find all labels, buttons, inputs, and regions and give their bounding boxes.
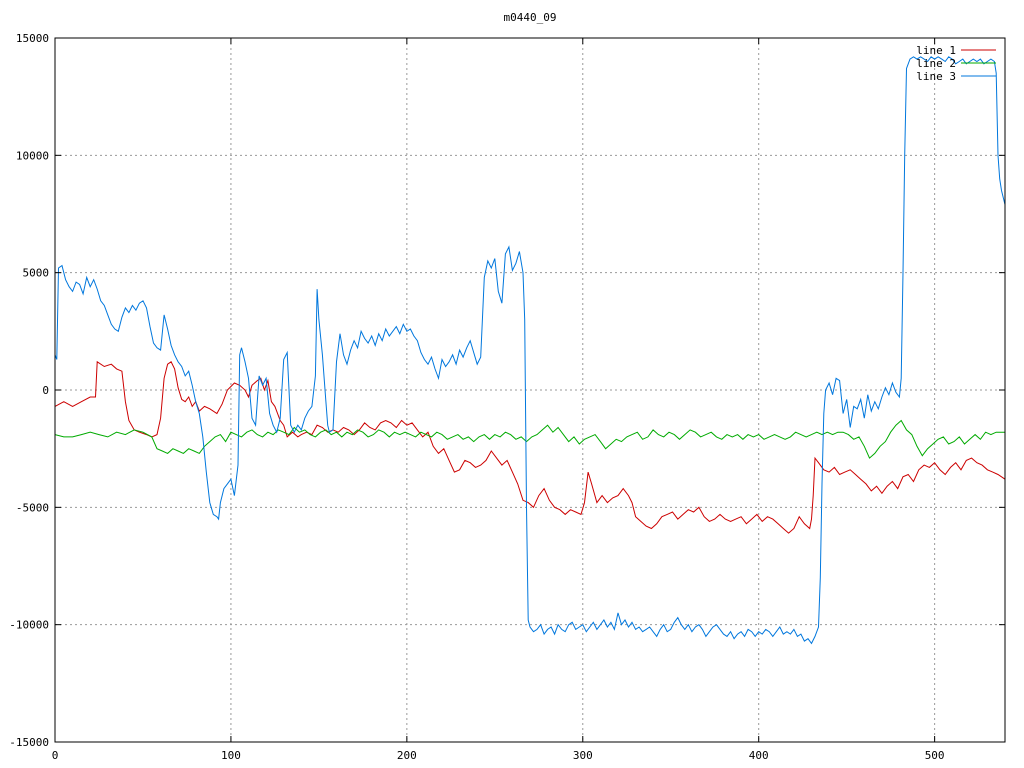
series-lines [54, 56, 1006, 645]
x-tick-label: 200 [397, 749, 417, 762]
y-tick-label: 15000 [16, 32, 49, 45]
series-line-1 [54, 360, 1006, 534]
chart-title: m0440_09 [504, 11, 557, 24]
y-tick-label: -5000 [16, 501, 49, 514]
series-line-2 [54, 419, 1005, 459]
y-tick-label: 5000 [23, 267, 50, 280]
y-tick-label: 0 [42, 384, 49, 397]
x-tick-label: 100 [221, 749, 241, 762]
grid-lines [55, 38, 1005, 742]
x-tick-label: 400 [749, 749, 769, 762]
y-tick-label: -15000 [9, 736, 49, 749]
x-tick-label: 500 [925, 749, 945, 762]
x-tick-label: 300 [573, 749, 593, 762]
y-tick-label: 10000 [16, 149, 49, 162]
legend-label-3: line 3 [916, 70, 956, 83]
x-tick-label: 0 [52, 749, 59, 762]
series-line-3 [54, 56, 1006, 645]
y-tick-label: -10000 [9, 619, 49, 632]
legend-label-2: line 2 [916, 57, 956, 70]
axis-ticks: 0 100 200 300 400 500 -15000 -10000 -5000 0 5000 10… [9, 32, 1005, 762]
legend-label-1: line 1 [916, 44, 956, 57]
